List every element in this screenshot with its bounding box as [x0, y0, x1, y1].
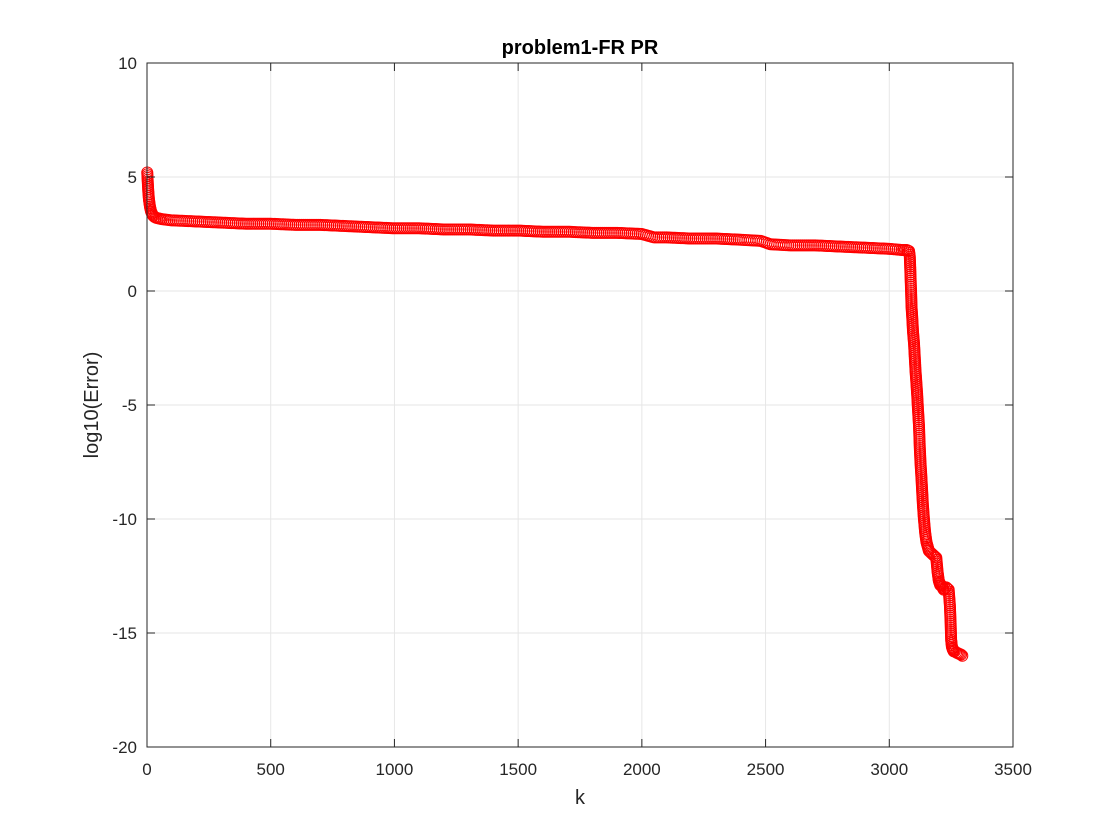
data-point	[141, 175, 154, 188]
data-point	[927, 549, 940, 562]
data-point	[165, 214, 178, 227]
data-point	[215, 216, 228, 229]
data-point	[512, 224, 525, 237]
data-point	[289, 218, 302, 231]
data-point	[536, 225, 549, 238]
data-point	[784, 239, 797, 252]
data-point	[883, 242, 896, 255]
data-point	[911, 403, 924, 416]
data-point	[906, 312, 919, 325]
y-tick-label: -20	[112, 738, 137, 757]
data-point	[561, 225, 574, 238]
data-point	[937, 583, 950, 596]
data-point	[916, 485, 929, 498]
data-point	[919, 526, 932, 539]
data-point	[586, 226, 599, 239]
data-point	[952, 647, 965, 660]
y-tick-label: 10	[118, 54, 137, 73]
data-point	[943, 599, 956, 612]
y-tick-label: 0	[128, 282, 137, 301]
x-tick-label: 3500	[994, 760, 1032, 779]
data-point	[900, 243, 913, 256]
data-point	[948, 645, 961, 658]
y-tick-label: -10	[112, 510, 137, 529]
y-axis-label: log10(Error)	[81, 352, 103, 459]
data-point	[921, 540, 934, 553]
data-markers	[141, 166, 969, 662]
data-point	[809, 239, 822, 252]
x-tick-label: 2500	[747, 760, 785, 779]
data-point	[955, 648, 968, 661]
data-point	[945, 633, 958, 646]
data-point	[920, 535, 933, 548]
axis-ticks: 0 500 1000 1500 2000 2500 3000 3500 -20 -15 -10 -5 0…	[112, 54, 1031, 779]
data-point	[909, 364, 922, 377]
data-point	[685, 232, 698, 245]
data-point	[913, 440, 926, 453]
data-point	[648, 231, 661, 244]
data-point	[908, 351, 921, 364]
data-point	[903, 245, 916, 258]
data-point	[147, 209, 160, 222]
data-point	[833, 240, 846, 253]
data-point	[388, 222, 401, 235]
data-point	[911, 389, 924, 402]
data-point	[917, 513, 930, 525]
data-point	[912, 419, 925, 432]
data-point	[944, 617, 957, 630]
data-point	[956, 649, 969, 662]
data-point	[936, 581, 949, 594]
data-point	[143, 200, 156, 213]
data-point	[914, 456, 927, 468]
data-point	[931, 565, 944, 578]
data-point	[413, 222, 426, 235]
data-point	[462, 223, 475, 236]
data-point	[142, 193, 155, 206]
data-point	[908, 337, 921, 350]
x-tick-label: 0	[142, 760, 151, 779]
data-point	[916, 499, 929, 512]
data-point	[660, 231, 673, 244]
data-point	[858, 241, 871, 254]
data-point	[314, 218, 327, 231]
x-tick-label: 1500	[499, 760, 537, 779]
x-tick-label: 500	[257, 760, 285, 779]
y-tick-label: -5	[122, 396, 137, 415]
chart-title: problem1-FR PR	[502, 37, 659, 59]
data-point	[363, 221, 376, 234]
data-point	[437, 223, 450, 236]
data-point	[150, 212, 163, 225]
data-point	[190, 215, 203, 228]
x-tick-label: 2000	[623, 760, 661, 779]
data-point	[915, 471, 928, 484]
x-tick-label: 3000	[870, 760, 908, 779]
data-point	[635, 228, 648, 240]
data-point	[239, 217, 252, 230]
y-tick-label: 5	[128, 168, 137, 187]
x-tick-label: 1000	[376, 760, 414, 779]
data-point	[155, 213, 168, 226]
data-point	[903, 250, 916, 263]
data-point	[264, 217, 277, 230]
y-tick-label: -15	[112, 624, 137, 643]
x-axis-label: k	[575, 787, 586, 809]
data-point	[338, 220, 351, 233]
data-point	[905, 285, 918, 297]
data-point	[942, 583, 955, 596]
data-point	[930, 551, 943, 564]
data-point	[710, 232, 723, 245]
data-point	[487, 224, 500, 237]
data-point	[734, 233, 747, 246]
data-point	[940, 581, 953, 594]
data-point	[904, 264, 917, 277]
data-point	[764, 238, 777, 251]
data-point	[611, 226, 624, 239]
data-point	[895, 243, 908, 256]
data-point	[142, 184, 155, 197]
